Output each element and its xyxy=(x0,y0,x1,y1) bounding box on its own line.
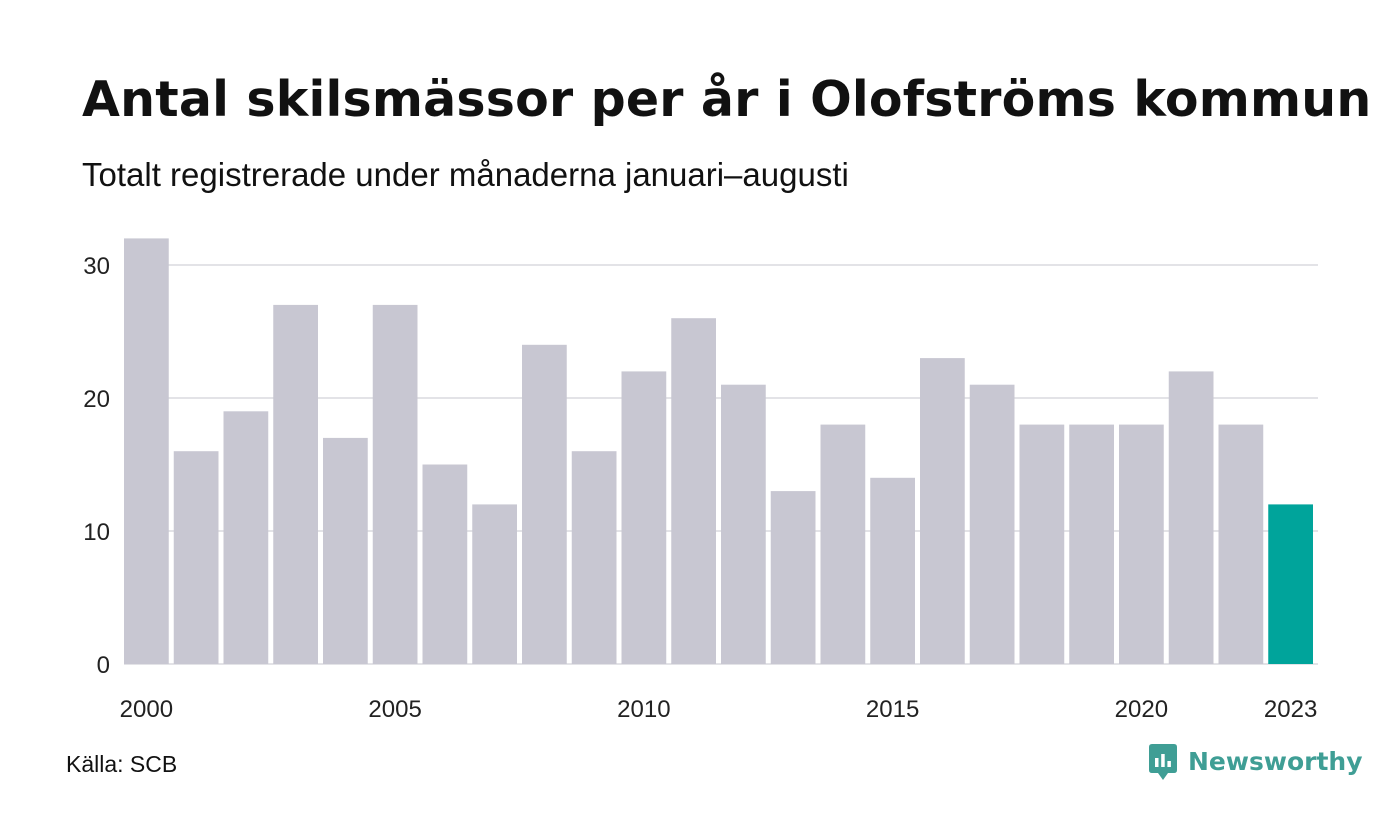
y-tick-label: 30 xyxy=(83,253,110,280)
bar-2000 xyxy=(124,238,169,664)
bar-2013 xyxy=(770,491,816,664)
bar-2002 xyxy=(223,411,269,664)
x-tick-label: 2000 xyxy=(120,696,173,723)
bar-2018 xyxy=(1019,424,1065,664)
bar-2001 xyxy=(173,451,219,664)
newsworthy-logo-icon xyxy=(1149,744,1177,780)
brand-logo: Newsworthy xyxy=(1149,744,1363,780)
y-tick-label: 0 xyxy=(97,652,110,679)
bar-2011 xyxy=(671,318,716,664)
bar-2009 xyxy=(571,451,617,664)
bar-2019 xyxy=(1069,424,1114,664)
bars xyxy=(124,238,1313,664)
bar-2021 xyxy=(1168,371,1214,664)
bar-2023 xyxy=(1268,504,1313,664)
bar-2003 xyxy=(273,304,318,664)
chart-title: Antal skilsmässor per år i Olofströms ko… xyxy=(82,71,1372,128)
x-tick-label: 2020 xyxy=(1115,696,1168,723)
x-tick-label: 2023 xyxy=(1264,696,1317,723)
y-axis-ticks: 0 10 20 30 xyxy=(83,253,110,679)
bar-2008 xyxy=(522,344,567,664)
chart-subtitle: Totalt registrerade under månaderna janu… xyxy=(82,156,849,193)
bar-2004 xyxy=(323,437,368,664)
source-note: Källa: SCB xyxy=(66,751,178,777)
bar-2017 xyxy=(969,384,1015,664)
bar-2006 xyxy=(422,464,468,664)
x-axis-ticks: 2000 2005 2010 2015 2020 2023 xyxy=(120,696,1318,723)
x-tick-label: 2010 xyxy=(617,696,670,723)
bar-2005 xyxy=(372,304,418,664)
bar-2022 xyxy=(1218,424,1264,664)
bar-2012 xyxy=(721,384,766,664)
bar-2020 xyxy=(1119,424,1164,664)
bar-2016 xyxy=(920,358,965,664)
x-tick-label: 2005 xyxy=(368,696,421,723)
bar-2014 xyxy=(820,424,866,664)
y-tick-label: 20 xyxy=(83,386,110,413)
bar-2015 xyxy=(870,477,915,664)
bar-2007 xyxy=(472,504,517,664)
y-tick-label: 10 xyxy=(83,519,110,546)
brand-name: Newsworthy xyxy=(1188,747,1363,776)
bar-2010 xyxy=(621,371,667,664)
x-tick-label: 2015 xyxy=(866,696,919,723)
